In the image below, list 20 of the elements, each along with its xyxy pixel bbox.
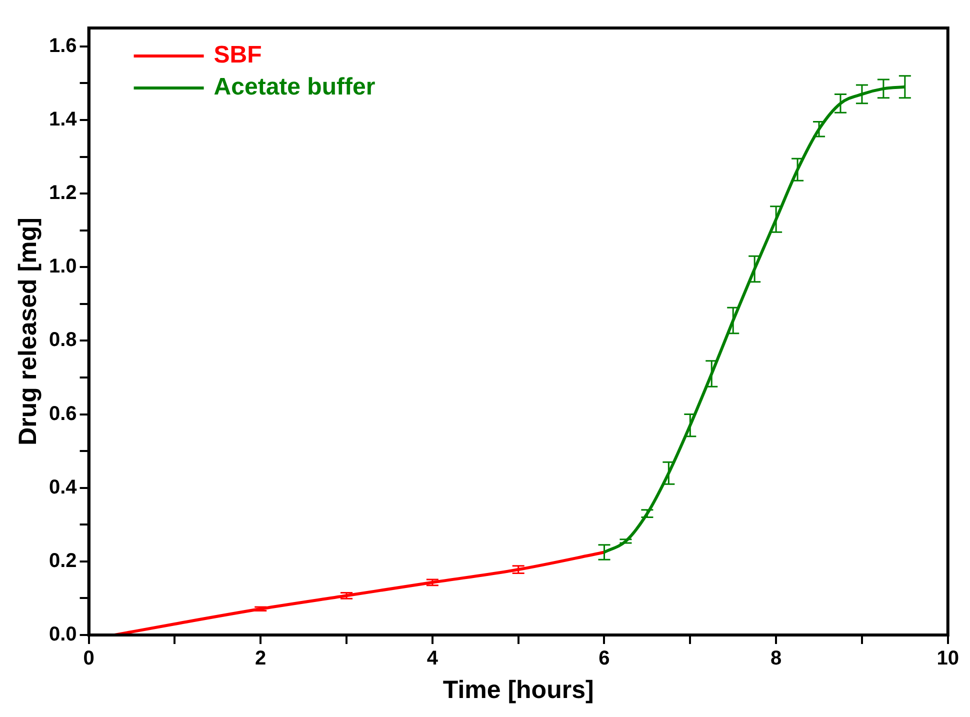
y-tick-label: 1.6: [48, 34, 77, 57]
y-tick-label: 1.4: [48, 108, 78, 130]
x-axis-title: Time [hours]: [442, 676, 594, 704]
y-tick-label: 0.4: [48, 476, 78, 498]
y-tick-label: 1.2: [48, 182, 77, 204]
x-tick-label: 2: [255, 648, 266, 670]
x-tick-label: 6: [598, 648, 610, 670]
y-tick-label: 0.8: [48, 329, 77, 352]
y-tick-label: 1.0: [48, 256, 77, 278]
x-tick-label: 4: [426, 648, 439, 670]
y-tick-label: 0.2: [48, 550, 77, 572]
y-axis-title: Drug released [mg]: [14, 218, 42, 446]
legend-label: SBF: [214, 42, 262, 69]
x-tick-label: 0: [83, 648, 94, 670]
x-tick-label: 10: [936, 648, 959, 670]
legend-label: Acetate buffer: [214, 74, 376, 101]
y-tick-label: 0.0: [48, 624, 77, 646]
x-tick-label: 8: [770, 648, 782, 670]
line-series: [113, 550, 606, 635]
y-tick-label: 0.6: [48, 402, 77, 425]
